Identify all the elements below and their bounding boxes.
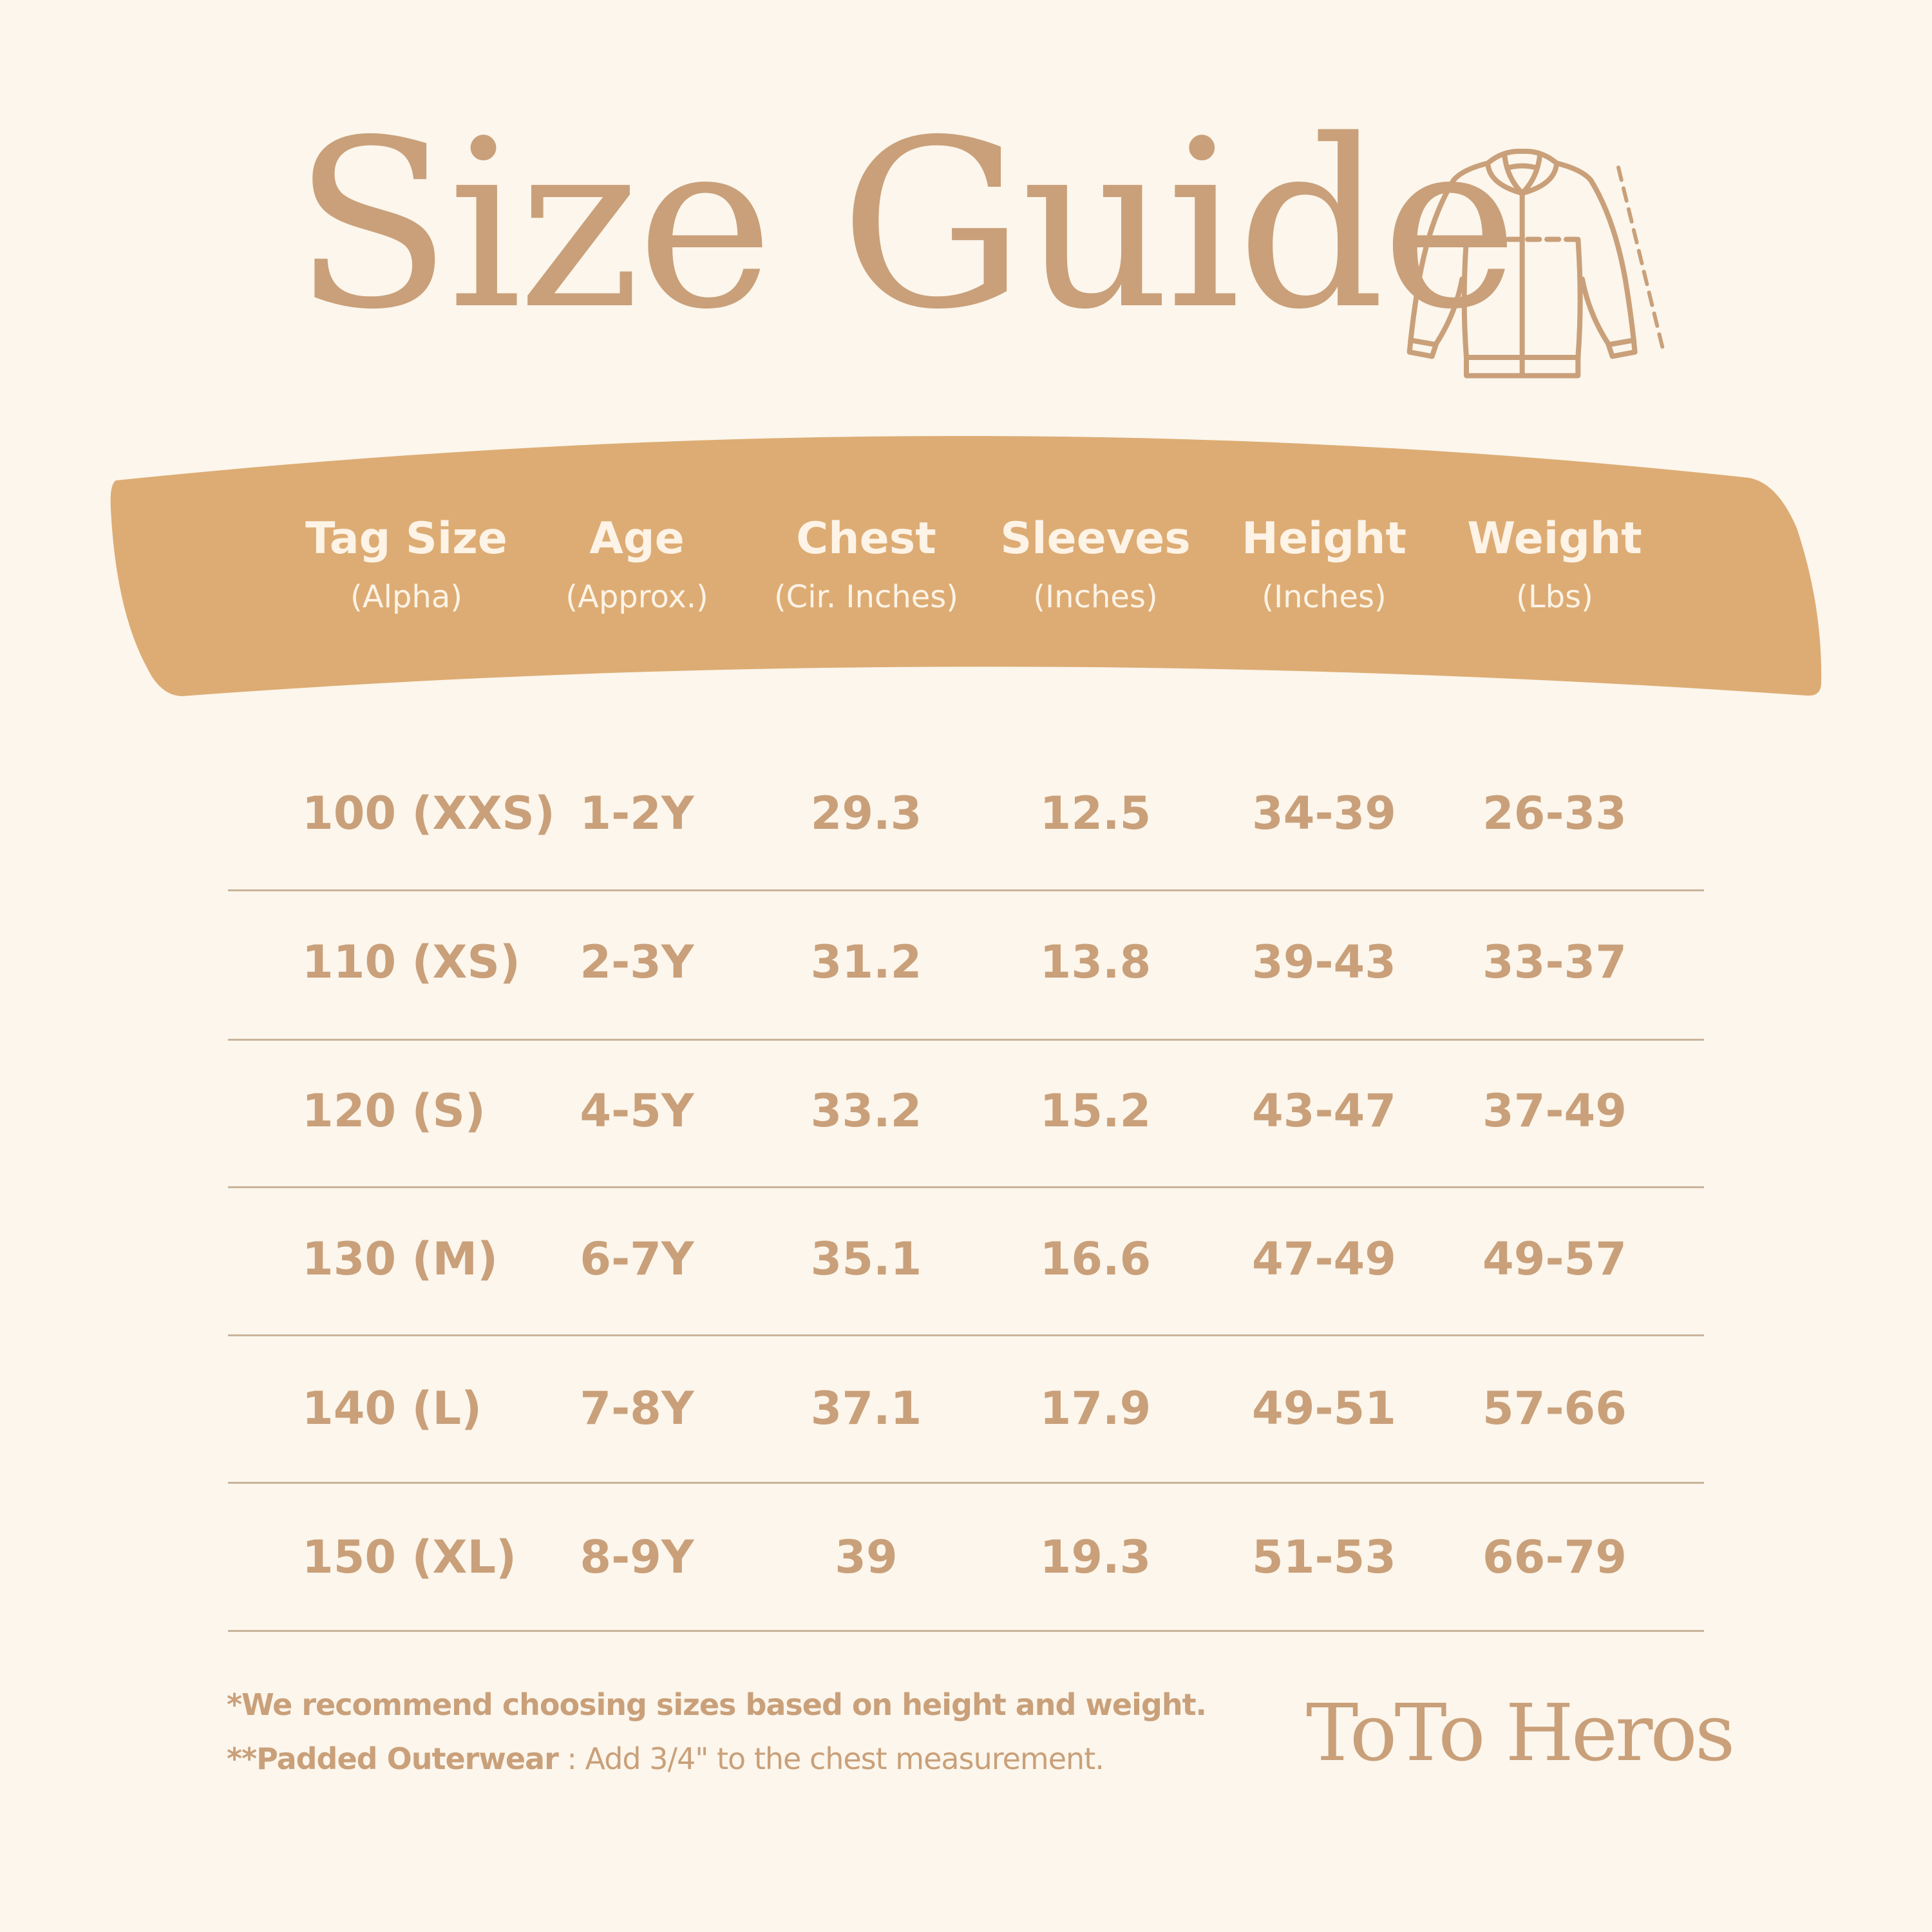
column-subtitle: (Approx.)	[565, 579, 708, 615]
row-divider	[228, 889, 1704, 891]
table-cell: 100 (XXS)	[302, 787, 555, 840]
table-cell: 150 (XL)	[302, 1531, 517, 1584]
column-title: Tag Size	[305, 513, 507, 564]
table-cell: 26-33	[1482, 787, 1627, 840]
table-cell: 31.2	[810, 936, 922, 989]
row-divider	[228, 1630, 1704, 1632]
table-cell: 66-79	[1482, 1531, 1627, 1584]
table-row: 100 (XXS) 1-2Y 29.3 12.5 34-39 26-33	[0, 781, 1932, 846]
table-row: 130 (M) 6-7Y 35.1 16.6 47-49 49-57	[0, 1227, 1932, 1291]
table-cell: 130 (M)	[302, 1233, 498, 1285]
column-title: Age	[589, 513, 685, 564]
row-divider	[228, 1334, 1704, 1336]
table-cell: 29.3	[810, 787, 922, 840]
table-cell: 34-39	[1252, 787, 1396, 840]
table-cell: 4-5Y	[580, 1084, 694, 1137]
table-cell: 19.3	[1039, 1531, 1151, 1584]
table-cell: 43-47	[1252, 1084, 1396, 1137]
table-cell: 140 (L)	[302, 1382, 482, 1435]
padded-note: **Padded Outerwear : Add 3/4" to the che…	[227, 1741, 1104, 1776]
page-title: Size Guide	[293, 90, 1519, 360]
table-cell: 110 (XS)	[302, 936, 520, 989]
table-cell: 57-66	[1482, 1382, 1627, 1435]
row-divider	[228, 1482, 1704, 1484]
table-cell: 13.8	[1039, 936, 1151, 989]
jacket-icon	[1406, 148, 1666, 379]
row-divider	[228, 1186, 1704, 1188]
table-cell: 33.2	[810, 1084, 922, 1137]
table-cell: 12.5	[1039, 787, 1151, 840]
column-subtitle: (Cir. Inches)	[773, 579, 959, 615]
header-banner	[110, 435, 1822, 696]
column-subtitle: (Inches)	[1033, 579, 1158, 615]
column-title: Sleeves	[1000, 513, 1191, 564]
padded-separator: :	[558, 1741, 585, 1776]
column-subtitle: (Inches)	[1262, 579, 1387, 615]
recommend-note: *We recommend choosing sizes based on he…	[227, 1687, 1207, 1722]
table-row: 120 (S) 4-5Y 33.2 15.2 43-47 37-49	[0, 1079, 1932, 1143]
table-cell: 37-49	[1482, 1084, 1627, 1137]
column-subtitle: (Lbs)	[1516, 579, 1593, 615]
padded-text: Add 3/4" to the chest measurement.	[585, 1741, 1104, 1776]
table-cell: 7-8Y	[580, 1382, 694, 1435]
table-cell: 1-2Y	[580, 787, 694, 840]
table-cell: 39-43	[1252, 936, 1396, 989]
table-cell: 37.1	[810, 1382, 922, 1435]
table-cell: 49-51	[1252, 1382, 1396, 1435]
table-cell: 51-53	[1252, 1531, 1396, 1584]
table-row: 150 (XL) 8-9Y 39 19.3 51-53 66-79	[0, 1525, 1932, 1589]
table-cell: 33-37	[1482, 936, 1627, 989]
table-row: 140 (L) 7-8Y 37.1 17.9 49-51 57-66	[0, 1376, 1932, 1441]
table-cell: 16.6	[1039, 1233, 1151, 1285]
table-row: 110 (XS) 2-3Y 31.2 13.8 39-43 33-37	[0, 930, 1932, 994]
row-divider	[228, 1039, 1704, 1041]
table-cell: 35.1	[810, 1233, 922, 1285]
column-title: Weight	[1467, 513, 1642, 564]
column-title: Chest	[796, 513, 936, 564]
table-cell: 47-49	[1252, 1233, 1396, 1285]
table-cell: 120 (S)	[302, 1084, 486, 1137]
table-cell: 15.2	[1039, 1084, 1151, 1137]
table-cell: 2-3Y	[580, 936, 694, 989]
brand-logo: ToTo Heros	[1306, 1687, 1735, 1779]
column-subtitle: (Alpha)	[350, 579, 462, 615]
table-cell: 49-57	[1482, 1233, 1627, 1285]
table-cell: 6-7Y	[580, 1233, 694, 1285]
padded-label: **Padded Outerwear	[227, 1741, 559, 1776]
table-cell: 17.9	[1039, 1382, 1151, 1435]
column-title: Height	[1242, 513, 1406, 564]
table-cell: 39	[835, 1531, 898, 1584]
table-cell: 8-9Y	[580, 1531, 694, 1584]
